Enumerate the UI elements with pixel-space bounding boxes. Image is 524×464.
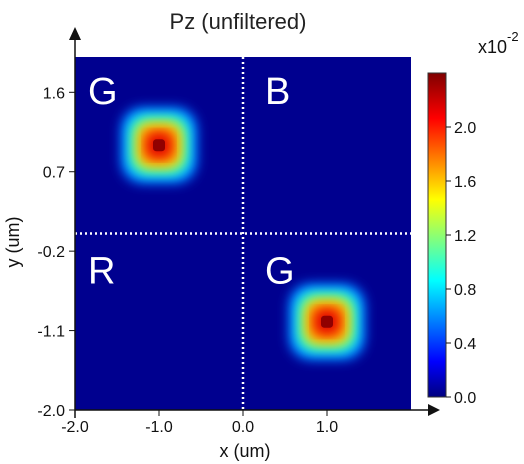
- colorbar-tick-label: 1.6: [454, 174, 476, 191]
- colorbar-multiplier-exponent: -2: [507, 29, 519, 44]
- chart-title: Pz (unfiltered): [170, 9, 307, 34]
- x-tick-label: 1.0: [316, 419, 338, 436]
- y-axis-arrow-icon: [69, 27, 81, 40]
- colorbar-tick-labels: 2.0 1.6 1.2 0.8 0.4 0.0: [446, 120, 476, 407]
- x-tick-label: -1.0: [145, 419, 173, 436]
- y-tick-label: -1.1: [37, 324, 65, 341]
- x-tick-label: -2.0: [61, 419, 89, 436]
- x-tick-labels: -2.0 -1.0 0.0 1.0: [61, 419, 338, 436]
- peak-ring: [153, 139, 165, 152]
- y-axis-label: y (um): [3, 217, 23, 268]
- peak-ring: [321, 315, 333, 328]
- quadrant-dividers: [75, 57, 411, 410]
- quadrant-labels: G B R G: [88, 71, 295, 293]
- colorbar-gradient: [427, 72, 447, 398]
- peak-spot: [121, 107, 197, 184]
- colorbar: 2.0 1.6 1.2 0.8 0.4 0.0 x10-2: [427, 29, 519, 407]
- peaks-layer: [121, 107, 365, 360]
- colorbar-tick-label: 0.0: [454, 390, 476, 407]
- y-tick-label: -2.0: [37, 403, 65, 420]
- y-tick-label: 1.6: [43, 85, 65, 102]
- quadrant-label: R: [88, 251, 115, 293]
- x-axis-arrow-icon: [428, 404, 440, 416]
- quadrant-label: G: [265, 251, 295, 293]
- colorbar-multiplier-base: x10: [478, 37, 507, 57]
- x-axis-label: x (um): [220, 441, 271, 461]
- y-tick-labels: 1.6 0.7 -0.2 -1.1 -2.0: [37, 85, 65, 420]
- x-tick-label: 0.0: [232, 419, 254, 436]
- quadrant-label: B: [265, 71, 290, 113]
- axes: [69, 27, 440, 418]
- colorbar-tick-label: 1.2: [454, 228, 476, 245]
- y-tick-label: -0.2: [37, 244, 65, 261]
- heatmap-area: G B R G: [75, 57, 411, 410]
- y-tick-label: 0.7: [43, 165, 65, 182]
- peak-spot: [289, 283, 365, 360]
- colorbar-tick-label: 0.4: [454, 336, 476, 353]
- colorbar-multiplier: x10-2: [478, 29, 519, 57]
- quadrant-label: G: [88, 71, 118, 113]
- colorbar-tick-label: 2.0: [454, 120, 476, 137]
- colorbar-tick-label: 0.8: [454, 282, 476, 299]
